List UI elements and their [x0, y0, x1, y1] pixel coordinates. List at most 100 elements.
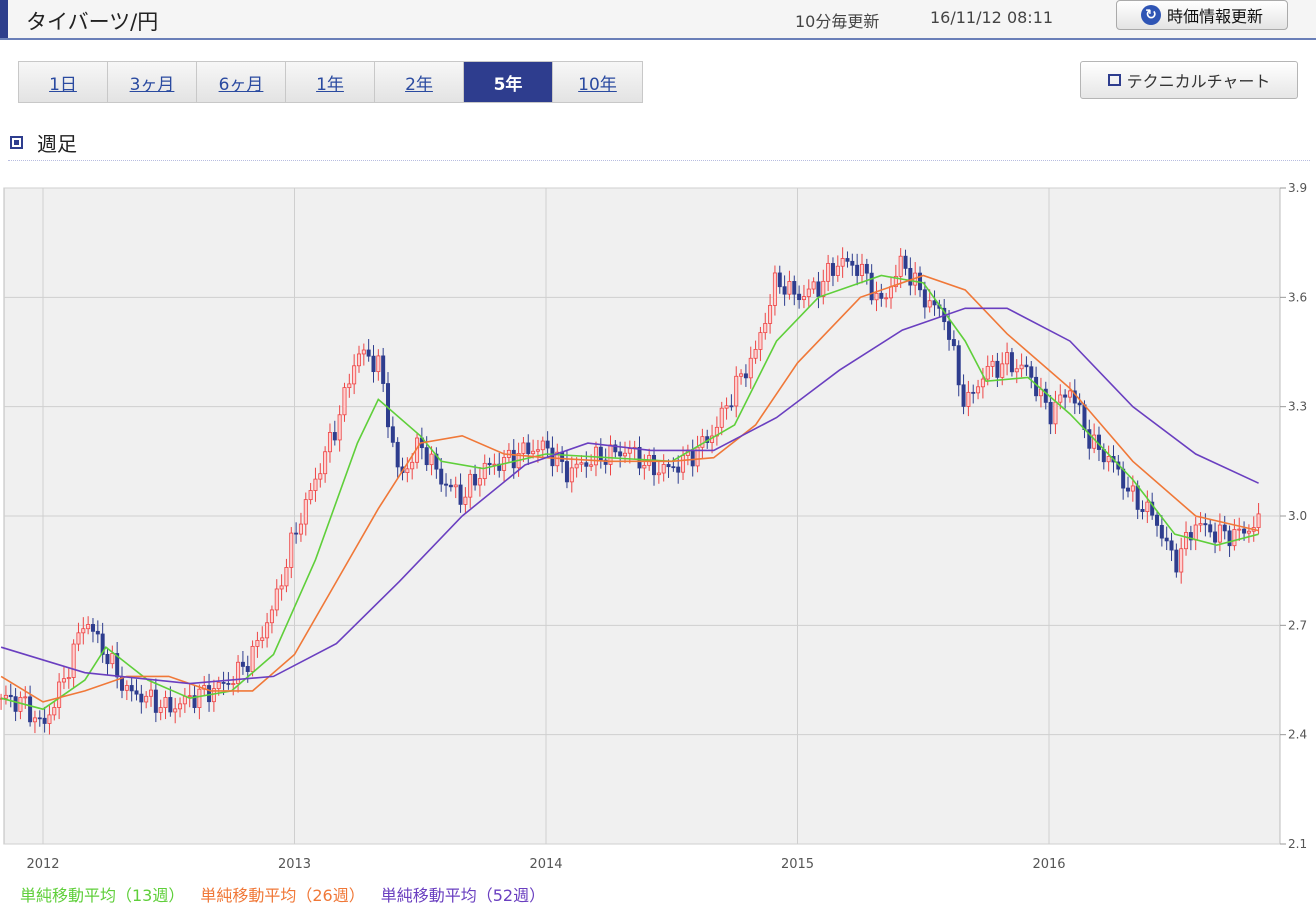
- candle-body: [1203, 523, 1208, 526]
- candle-body: [168, 697, 173, 713]
- tab-5y[interactable]: 5年: [464, 62, 553, 102]
- section-divider: [8, 160, 1310, 161]
- candle-body: [250, 645, 255, 672]
- tab-3m[interactable]: 3ヶ月: [108, 62, 197, 102]
- candle-body: [613, 444, 618, 453]
- candle-body: [71, 643, 76, 678]
- candle-body: [748, 357, 753, 379]
- x-tick-label: 2016: [1032, 857, 1065, 872]
- candle-body: [458, 484, 463, 505]
- candle-body: [855, 264, 860, 276]
- y-tick-label: 3.3: [1288, 400, 1307, 414]
- candle-body: [1067, 390, 1072, 398]
- candle-body: [598, 446, 603, 461]
- candle-body: [676, 466, 681, 473]
- candle-body: [1087, 429, 1092, 449]
- candle-body: [1227, 530, 1232, 547]
- candle-body: [966, 391, 971, 407]
- tab-6m[interactable]: 6ヶ月: [197, 62, 286, 102]
- candle-body: [1125, 487, 1130, 492]
- candle-body: [1174, 549, 1179, 573]
- refresh-button[interactable]: ↻ 時価情報更新: [1116, 0, 1288, 30]
- candle-body: [995, 360, 1000, 378]
- candle-body: [487, 462, 492, 466]
- candle-body: [976, 386, 981, 394]
- candle-body: [395, 441, 400, 468]
- candle-body: [448, 484, 453, 488]
- candle-body: [13, 696, 18, 712]
- tab-10y[interactable]: 10年: [553, 62, 642, 102]
- candle-body: [990, 360, 995, 367]
- candle-body: [652, 454, 657, 476]
- candle-body: [76, 632, 81, 645]
- candle-body: [81, 628, 86, 634]
- candle-body: [724, 405, 729, 409]
- tab-1y[interactable]: 1年: [286, 62, 375, 102]
- candle-body: [980, 378, 985, 388]
- candle-body: [149, 689, 154, 697]
- candle-body: [129, 685, 134, 692]
- candle-body: [1145, 501, 1150, 512]
- candle-body: [279, 585, 284, 590]
- candle-body: [139, 693, 144, 703]
- candle-body: [28, 696, 33, 723]
- period-tabs: 1日 3ヶ月 6ヶ月 1年 2年 5年 10年: [18, 61, 643, 103]
- candle-body: [197, 688, 202, 708]
- candle-body: [540, 440, 545, 451]
- y-tick-label: 3.0: [1288, 509, 1307, 523]
- candle-body: [231, 683, 236, 685]
- candle-body: [207, 685, 212, 703]
- candle-body: [564, 461, 569, 483]
- candle-body: [603, 459, 608, 465]
- candle-body: [439, 468, 444, 485]
- tab-2y[interactable]: 2年: [375, 62, 464, 102]
- candle-body: [898, 255, 903, 277]
- candle-body: [313, 478, 318, 491]
- candle-body: [758, 332, 763, 350]
- candle-body: [985, 365, 990, 380]
- candle-body: [1217, 524, 1222, 543]
- candle-body: [526, 442, 531, 455]
- candle-body: [574, 463, 579, 469]
- candle-body: [178, 703, 183, 710]
- candle-body: [792, 281, 797, 295]
- candle-body: [729, 405, 734, 408]
- candle-body: [772, 272, 777, 306]
- candle-body: [922, 289, 927, 308]
- tab-1d[interactable]: 1日: [19, 62, 108, 102]
- candle-body: [637, 446, 642, 469]
- candle-body: [579, 462, 584, 465]
- candle-body: [782, 286, 787, 295]
- candle-body: [840, 258, 845, 267]
- x-tick-label: 2014: [529, 857, 562, 872]
- candle-body: [187, 695, 192, 698]
- candle-body: [245, 666, 250, 672]
- candle-body: [444, 483, 449, 486]
- candle-body: [830, 263, 835, 276]
- candle-body: [453, 484, 458, 488]
- candle-body: [1237, 528, 1242, 531]
- y-tick-label: 3.9: [1288, 181, 1307, 195]
- candle-body: [269, 609, 274, 624]
- candle-body: [1058, 394, 1063, 403]
- candle-body: [1000, 363, 1005, 378]
- technical-chart-button[interactable]: テクニカルチャート: [1080, 61, 1298, 99]
- candle-body: [105, 654, 110, 665]
- x-tick-label: 2013: [278, 857, 311, 872]
- candle-body: [42, 717, 47, 724]
- candle-body: [294, 532, 299, 535]
- candle-body: [115, 653, 120, 678]
- candle-body: [1232, 529, 1237, 547]
- square-bullet-icon: [10, 136, 23, 149]
- candle-body: [835, 265, 840, 276]
- header-accent: [0, 0, 8, 38]
- y-tick-label: 2.7: [1288, 618, 1307, 632]
- header-bar: タイバーツ/円 10分毎更新 16/11/12 08:11 ↻ 時価情報更新: [0, 0, 1316, 40]
- candle-body: [1208, 524, 1213, 533]
- candle-body: [622, 452, 627, 457]
- candle-body: [545, 440, 550, 449]
- candle-body: [381, 355, 386, 384]
- candle-body: [1193, 524, 1198, 541]
- update-interval: 10分毎更新: [795, 12, 880, 31]
- legend-sma52: 単純移動平均（52週）: [380, 886, 546, 905]
